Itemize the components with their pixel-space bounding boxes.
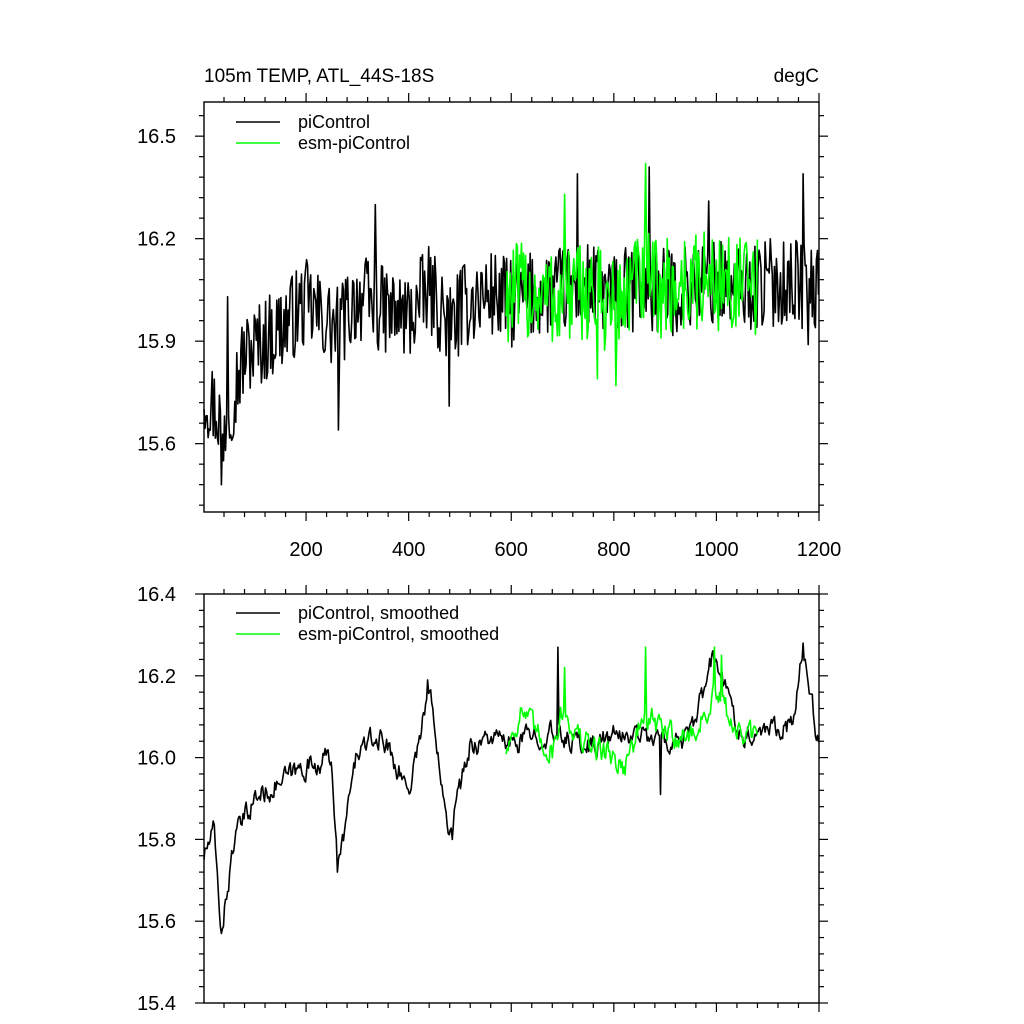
legend-label: piControl <box>298 112 370 132</box>
chart-title: 105m TEMP, ATL_44S-18S <box>204 66 434 87</box>
x-tick-label: 800 <box>597 539 630 561</box>
y-tick-label: 16.5 <box>137 126 176 148</box>
legend-label: esm-piControl, smoothed <box>298 624 499 644</box>
series-line-picontrol-smoothed <box>203 642 820 935</box>
y-tick-label: 16.4 <box>137 584 176 606</box>
x-tick-label: 1200 <box>797 539 842 561</box>
y-tick-label: 15.6 <box>137 911 176 933</box>
y-tick-label: 16.0 <box>137 748 176 770</box>
y-tick-label: 15.6 <box>137 434 176 456</box>
series-line-esm-picontrol-smoothed <box>505 646 759 776</box>
legend-label: esm-piControl <box>298 133 410 153</box>
x-tick-label: 1000 <box>694 539 739 561</box>
x-tick-label: 600 <box>495 539 528 561</box>
y-tick-label: 16.2 <box>137 666 176 688</box>
y-tick-label: 15.8 <box>137 829 176 851</box>
top-panel: 200 400 600 800 1000 1200 15.6 15.9 16.2 16.5 piCo… <box>137 93 841 561</box>
units-label: degC <box>774 66 819 87</box>
legend-label: piControl, smoothed <box>298 603 459 623</box>
x-tick-label: 400 <box>392 539 425 561</box>
plot-frame <box>203 593 820 1004</box>
bottom-panel: 15.4 15.6 15.8 16.0 16.2 16.4 piControl, smoot… <box>137 584 828 1015</box>
series-line-esm-picontrol <box>505 162 759 387</box>
y-tick-label: 15.4 <box>137 993 176 1015</box>
x-tick-label: 200 <box>289 539 322 561</box>
y-tick-label: 16.2 <box>137 229 176 251</box>
series-line-picontrol <box>203 166 820 486</box>
y-tick-label: 15.9 <box>137 331 176 353</box>
